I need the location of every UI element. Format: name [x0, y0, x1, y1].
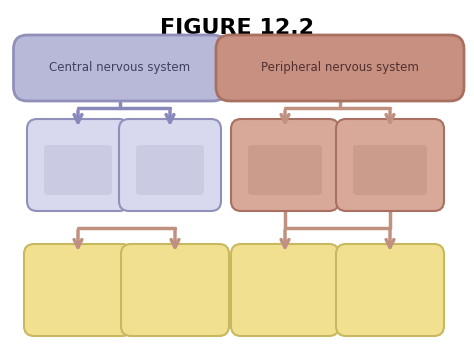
FancyBboxPatch shape: [24, 244, 132, 336]
FancyBboxPatch shape: [231, 244, 339, 336]
Text: Peripheral nervous system: Peripheral nervous system: [261, 61, 419, 75]
FancyBboxPatch shape: [216, 35, 464, 101]
FancyBboxPatch shape: [44, 145, 112, 195]
FancyBboxPatch shape: [13, 35, 227, 101]
FancyBboxPatch shape: [119, 119, 221, 211]
FancyBboxPatch shape: [336, 119, 444, 211]
FancyBboxPatch shape: [248, 145, 322, 195]
FancyBboxPatch shape: [353, 145, 427, 195]
Text: Central nervous system: Central nervous system: [49, 61, 191, 75]
FancyBboxPatch shape: [231, 119, 339, 211]
FancyBboxPatch shape: [27, 119, 129, 211]
FancyBboxPatch shape: [121, 244, 229, 336]
Text: FIGURE 12.2: FIGURE 12.2: [160, 18, 314, 38]
FancyBboxPatch shape: [336, 244, 444, 336]
FancyBboxPatch shape: [136, 145, 204, 195]
